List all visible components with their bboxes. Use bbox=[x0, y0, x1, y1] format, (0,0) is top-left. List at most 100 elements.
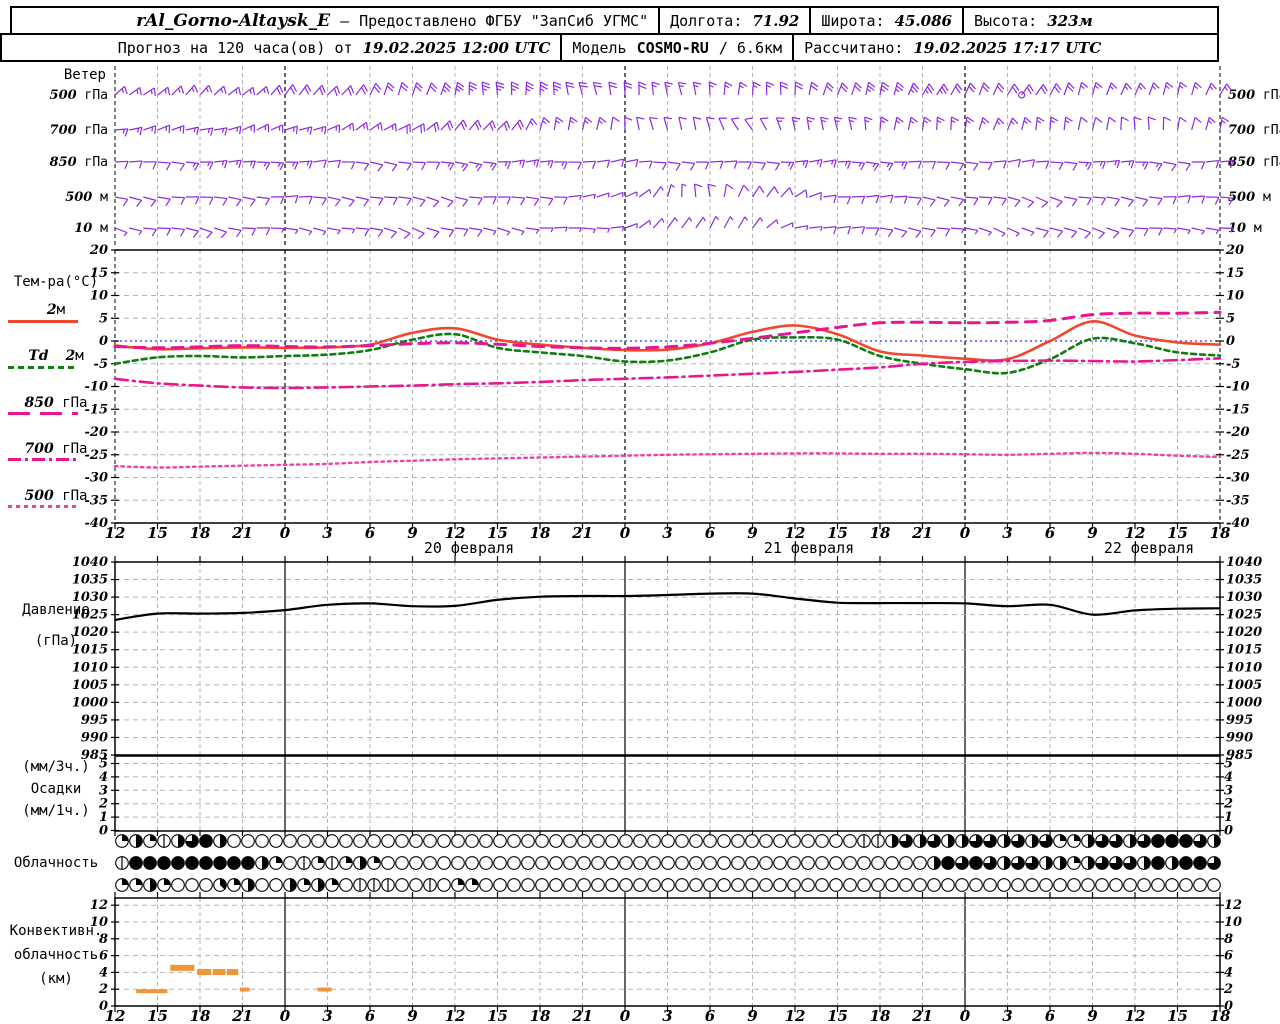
model-name: COSMO-RU bbox=[636, 38, 709, 57]
svg-text:1010: 1010 bbox=[72, 660, 108, 675]
svg-text:18: 18 bbox=[190, 524, 211, 542]
svg-text:10 м: 10 м bbox=[74, 221, 108, 236]
svg-text:1015: 1015 bbox=[1226, 643, 1262, 658]
svg-text:1010: 1010 bbox=[1226, 660, 1262, 675]
svg-text:15: 15 bbox=[147, 524, 168, 542]
panel-frames bbox=[111, 249, 1224, 1012]
svg-text:-10: -10 bbox=[85, 380, 109, 395]
svg-text:-35: -35 bbox=[85, 493, 109, 508]
svg-text:12: 12 bbox=[1125, 1007, 1146, 1024]
svg-text:985: 985 bbox=[81, 748, 108, 763]
svg-text:1005: 1005 bbox=[72, 678, 108, 693]
svg-text:4: 4 bbox=[1224, 965, 1233, 980]
svg-text:6: 6 bbox=[1045, 1007, 1056, 1024]
legend-label-850: 850 гПа bbox=[24, 395, 88, 411]
svg-text:6: 6 bbox=[705, 1007, 716, 1024]
svg-text:3: 3 bbox=[1002, 524, 1012, 542]
svg-text:18: 18 bbox=[1210, 1007, 1231, 1024]
convective-bars bbox=[136, 964, 332, 994]
svg-text:0: 0 bbox=[620, 1007, 631, 1024]
svg-text:9: 9 bbox=[1087, 524, 1098, 542]
svg-text:3: 3 bbox=[99, 783, 108, 798]
svg-text:21: 21 bbox=[231, 1007, 253, 1024]
svg-text:-15: -15 bbox=[85, 402, 109, 417]
svg-text:700 гПа: 700 гПа bbox=[50, 123, 108, 138]
header-divider bbox=[658, 8, 661, 33]
header-divider bbox=[560, 35, 563, 60]
provider-text: Предоставлено ФГБУ "ЗапСиб УГМС" bbox=[359, 11, 649, 30]
svg-text:21 февраля: 21 февраля bbox=[764, 539, 854, 557]
svg-text:850 гПа: 850 гПа bbox=[50, 155, 108, 170]
calc-label: Рассчитано: bbox=[804, 38, 904, 57]
svg-text:500 м: 500 м bbox=[1228, 190, 1271, 205]
legend-label-t2m: 2м bbox=[46, 302, 66, 318]
svg-text:8: 8 bbox=[1224, 932, 1233, 947]
svg-text:12: 12 bbox=[1125, 524, 1146, 542]
svg-text:8: 8 bbox=[99, 932, 108, 947]
svg-text:-5: -5 bbox=[1226, 357, 1240, 372]
calc-time: 19.02.2025 17:17 UTC bbox=[913, 38, 1102, 57]
svg-text:-30: -30 bbox=[1226, 471, 1250, 486]
svg-text:500 гПа: 500 гПа bbox=[1228, 88, 1280, 103]
svg-text:15: 15 bbox=[1167, 524, 1188, 542]
svg-text:1020: 1020 bbox=[1226, 625, 1262, 640]
forecast-label: Прогноз на 120 часа(ов) от bbox=[117, 38, 353, 57]
header-row-1: rAl_Gorno-Altaysk_E — Предоставлено ФГБУ… bbox=[10, 6, 1219, 35]
svg-text:1025: 1025 bbox=[72, 608, 108, 623]
svg-text:15: 15 bbox=[827, 524, 848, 542]
altitude-value: 323м bbox=[1047, 11, 1093, 30]
pressure-panel-unit: (гПа) bbox=[34, 633, 78, 649]
precip-unit-3h: (мм/3ч.) bbox=[22, 759, 90, 775]
svg-text:15: 15 bbox=[1226, 266, 1244, 281]
svg-text:3: 3 bbox=[662, 1007, 672, 1024]
svg-text:990: 990 bbox=[81, 730, 108, 745]
precip-unit-1h: (мм/1ч.) bbox=[22, 803, 90, 819]
svg-text:995: 995 bbox=[81, 713, 108, 728]
svg-text:0: 0 bbox=[1224, 999, 1233, 1014]
svg-text:18: 18 bbox=[870, 524, 891, 542]
svg-text:1: 1 bbox=[99, 810, 108, 825]
svg-text:1015: 1015 bbox=[72, 643, 108, 658]
svg-text:12: 12 bbox=[445, 524, 466, 542]
wind-barbs bbox=[114, 81, 1234, 240]
svg-text:0: 0 bbox=[99, 334, 108, 349]
svg-text:0: 0 bbox=[99, 824, 108, 839]
svg-text:18: 18 bbox=[530, 1007, 551, 1024]
svg-text:15: 15 bbox=[147, 1007, 168, 1024]
svg-text:21: 21 bbox=[571, 1007, 593, 1024]
latitude-label: Широта: bbox=[821, 11, 885, 30]
svg-text:-20: -20 bbox=[85, 425, 109, 440]
altitude-label: Высота: bbox=[973, 11, 1038, 30]
svg-text:10: 10 bbox=[90, 915, 108, 930]
svg-text:500 гПа: 500 гПа bbox=[50, 88, 108, 103]
svg-text:4: 4 bbox=[99, 965, 108, 980]
svg-text:850 гПа: 850 гПа bbox=[1228, 155, 1280, 170]
svg-text:-5: -5 bbox=[94, 357, 108, 372]
svg-text:985: 985 bbox=[1226, 748, 1253, 763]
svg-text:22 февраля: 22 февраля bbox=[1104, 539, 1194, 557]
svg-text:4: 4 bbox=[99, 770, 108, 785]
svg-text:0: 0 bbox=[960, 1007, 971, 1024]
legend-line-500 bbox=[8, 505, 78, 508]
legend-label-500: 500 гПа bbox=[24, 488, 88, 504]
cloud-panel-title: Облачность bbox=[13, 855, 99, 871]
svg-text:18: 18 bbox=[1210, 524, 1231, 542]
svg-text:6: 6 bbox=[99, 949, 108, 964]
svg-text:-35: -35 bbox=[1226, 493, 1250, 508]
model-resolution: / 6.6км bbox=[718, 38, 783, 57]
svg-text:5: 5 bbox=[1226, 311, 1235, 326]
svg-text:12: 12 bbox=[785, 524, 806, 542]
svg-text:20 февраля: 20 февраля bbox=[424, 539, 514, 557]
svg-text:3: 3 bbox=[322, 524, 332, 542]
svg-text:15: 15 bbox=[1167, 1007, 1188, 1024]
svg-text:4: 4 bbox=[1224, 770, 1233, 785]
svg-text:1040: 1040 bbox=[1226, 555, 1262, 570]
pressure-panel-title: Давление bbox=[22, 602, 90, 618]
svg-text:5: 5 bbox=[1224, 757, 1233, 772]
svg-text:12: 12 bbox=[105, 524, 126, 542]
svg-text:6: 6 bbox=[1045, 524, 1056, 542]
svg-text:1: 1 bbox=[1224, 810, 1233, 825]
svg-text:3: 3 bbox=[1002, 1007, 1012, 1024]
svg-text:10: 10 bbox=[1226, 289, 1244, 304]
grid-lines bbox=[114, 66, 1221, 1006]
